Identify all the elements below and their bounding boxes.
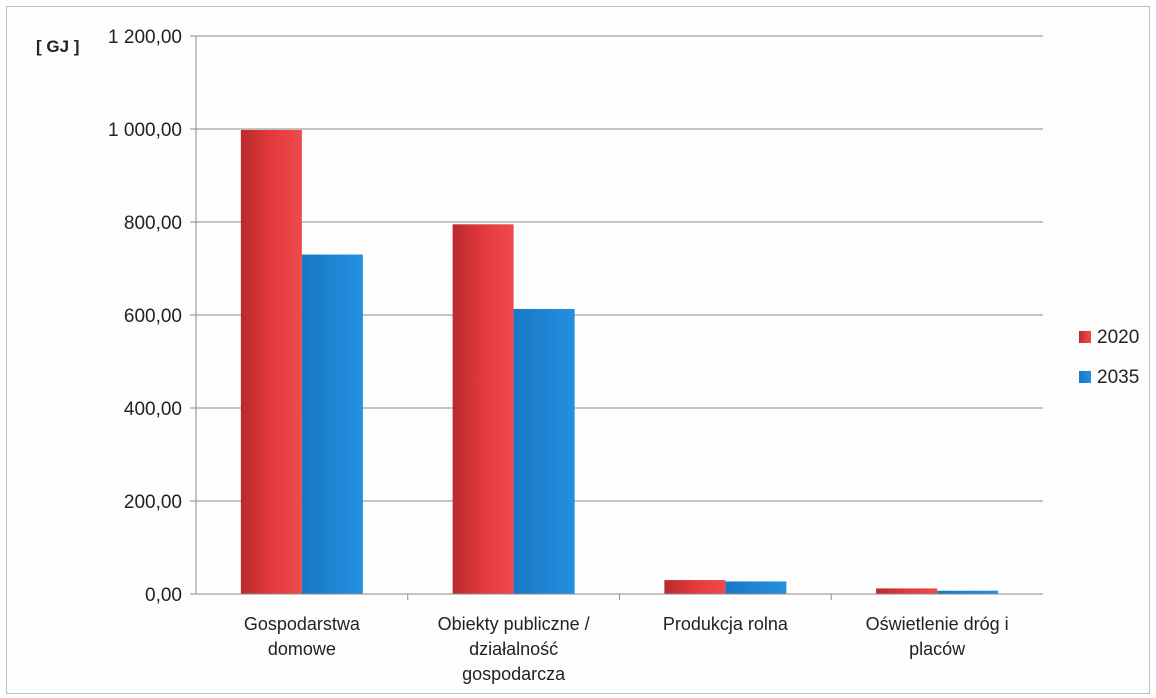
x-tick-label: gospodarcza [462,664,566,684]
x-tick-label: placów [909,639,966,659]
x-tick-label: Oświetlenie dróg i [866,614,1009,634]
bar-2035 [725,581,787,594]
y-tick-label: 1 200,00 [108,27,182,48]
x-tick-label: Gospodarstwa [244,614,361,634]
legend-label-2020: 2020 [1097,327,1139,348]
x-tick-label: Obiekty publiczne / [438,614,590,634]
chart-frame [6,6,1150,694]
bar-2035 [301,254,363,595]
legend-label-2035: 2035 [1097,367,1139,388]
y-tick-label: 1 000,00 [108,120,182,141]
y-tick-label: 600,00 [124,306,182,327]
bar-2020 [664,580,726,594]
x-tick-label: Produkcja rolna [663,614,789,634]
bar-2020 [240,129,302,594]
legend-swatch-2035 [1079,371,1091,383]
bar-2020 [452,224,514,594]
bar-2020 [876,588,938,594]
y-tick-label: 200,00 [124,492,182,513]
y-tick-label: 0,00 [145,585,182,606]
unit-label: [ GJ ] [36,37,79,56]
bar-2035 [513,308,575,594]
legend-swatch-2020 [1079,331,1091,343]
bar-2035 [937,590,999,594]
y-tick-label: 400,00 [124,399,182,420]
x-tick-label: domowe [268,639,336,659]
y-tick-label: 800,00 [124,213,182,234]
x-tick-label: działalność [469,639,558,659]
